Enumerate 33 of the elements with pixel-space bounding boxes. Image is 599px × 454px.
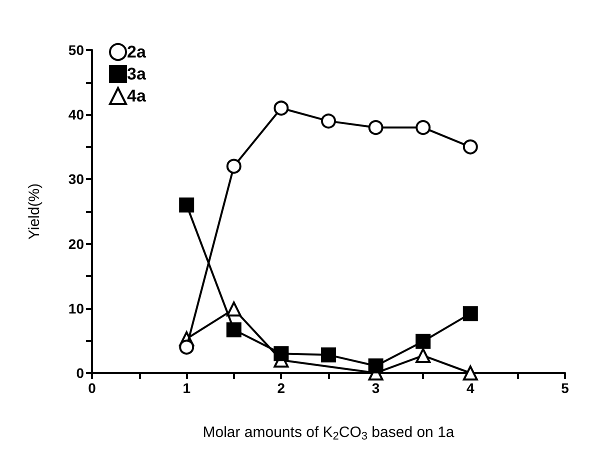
y-tick-label: 0 bbox=[76, 365, 84, 381]
legend-label: 4a bbox=[127, 86, 146, 106]
x-tick-label: 4 bbox=[466, 380, 474, 396]
y-tick-label: 50 bbox=[68, 42, 84, 58]
point bbox=[274, 346, 289, 362]
point bbox=[416, 120, 431, 136]
x-tick-label: 3 bbox=[372, 380, 380, 396]
x-tick-label: 1 bbox=[182, 380, 191, 396]
legend-label: 3a bbox=[127, 64, 146, 84]
point bbox=[226, 302, 242, 317]
point bbox=[179, 198, 194, 213]
point bbox=[321, 347, 336, 362]
point bbox=[368, 120, 384, 136]
x-tick-label: 5 bbox=[561, 380, 570, 396]
point bbox=[226, 322, 242, 338]
point bbox=[462, 306, 478, 322]
y-tick-label: 40 bbox=[68, 106, 84, 123]
point bbox=[462, 366, 478, 380]
y-tick-label: 10 bbox=[68, 300, 84, 316]
point bbox=[179, 340, 194, 355]
point bbox=[274, 100, 289, 116]
y-tick-label: 30 bbox=[68, 171, 84, 188]
point bbox=[416, 348, 431, 364]
legend-label: 2a bbox=[127, 42, 146, 62]
point bbox=[226, 158, 242, 174]
x-tick-label: 2 bbox=[277, 380, 286, 396]
y-tick-label: 20 bbox=[68, 236, 84, 252]
point bbox=[416, 334, 431, 349]
point bbox=[462, 139, 478, 154]
point bbox=[321, 114, 336, 129]
y-axis-title: Yield(%) bbox=[26, 183, 43, 240]
x-tick-label: 0 bbox=[88, 380, 96, 396]
point bbox=[368, 358, 384, 374]
